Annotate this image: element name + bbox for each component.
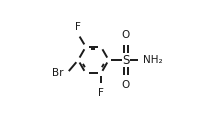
- Text: O: O: [122, 80, 130, 90]
- Text: NH₂: NH₂: [143, 55, 163, 65]
- Text: O: O: [122, 30, 130, 40]
- Text: Br: Br: [52, 68, 64, 78]
- Text: F: F: [98, 88, 104, 98]
- Text: F: F: [75, 22, 81, 32]
- Text: S: S: [122, 54, 130, 67]
